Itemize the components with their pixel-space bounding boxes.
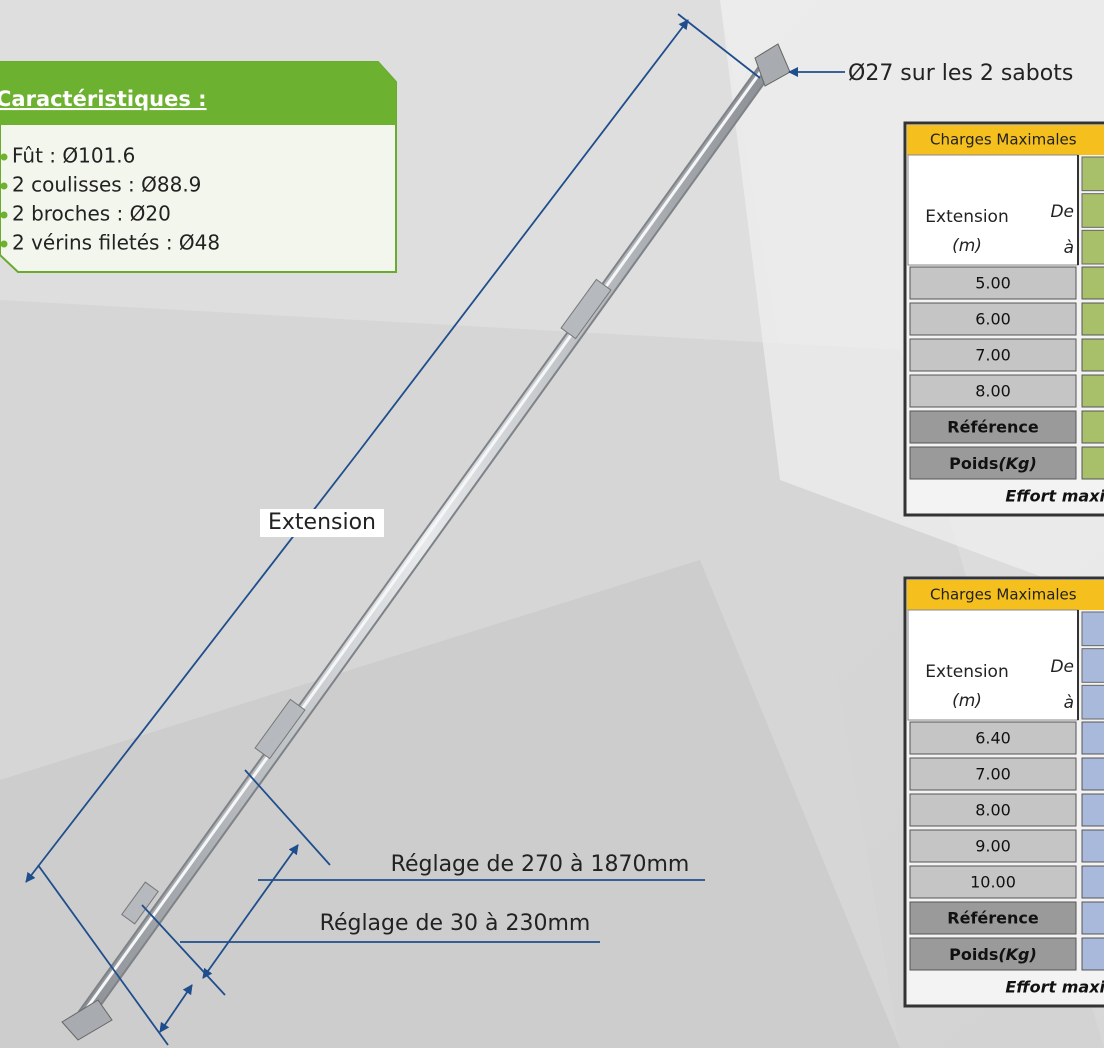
characteristic-item: 2 broches : Ø20: [12, 202, 171, 226]
extension-value: 8.00: [975, 801, 1011, 820]
bullet: [1, 183, 8, 190]
value-cell: [1082, 649, 1104, 683]
extension-label: Extension: [925, 207, 1008, 227]
reference-label: Référence: [947, 909, 1039, 928]
diagram: Extension Réglage de 270 à 1870mm Réglag…: [0, 0, 1104, 1048]
value-cell: [1082, 794, 1104, 826]
value-cell: [1082, 722, 1104, 754]
top-callout: Ø27 sur les 2 sabots: [848, 61, 1073, 86]
from-label: De: [1050, 657, 1074, 677]
to-label: à: [1064, 693, 1074, 713]
characteristics-title: Caractéristiques :: [0, 87, 207, 111]
table-header-text: Charges Maximales: [930, 131, 1077, 149]
extension-value: 9.00: [975, 837, 1011, 856]
value-cell: [1082, 411, 1104, 443]
unit-label: (m): [952, 691, 982, 711]
weight-text: Poids: [949, 945, 998, 964]
value-cell: [1082, 230, 1104, 264]
load-table: Charges Maximales Extension (m) De à 5.00 6.00…: [905, 123, 1104, 515]
page: Extension Réglage de 270 à 1870mm Réglag…: [0, 0, 1104, 1048]
extension-value: 6.00: [975, 310, 1011, 329]
value-cell: [1082, 938, 1104, 970]
weight-label: Poids(Kg): [949, 454, 1037, 473]
value-cell: [1082, 685, 1104, 719]
characteristic-item: 2 vérins filetés : Ø48: [12, 231, 220, 255]
value-cell: [1082, 902, 1104, 934]
characteristic-item: Fût : Ø101.6: [12, 144, 135, 168]
value-cell: [1082, 303, 1104, 335]
characteristic-item: 2 coulisses : Ø88.9: [12, 173, 201, 197]
extension-value: 7.00: [975, 346, 1011, 365]
reference-label: Référence: [947, 418, 1039, 437]
value-cell: [1082, 758, 1104, 790]
footer: Effort maxi: [1005, 978, 1104, 997]
unit-label: (m): [952, 236, 982, 256]
extension-value: 8.00: [975, 382, 1011, 401]
value-cell: [1082, 830, 1104, 862]
bullet: [1, 212, 8, 219]
value-cell: [1082, 866, 1104, 898]
bullet: [1, 154, 8, 161]
value-cell: [1082, 612, 1104, 646]
bullet: [1, 241, 8, 248]
extension-label: Extension: [268, 510, 376, 535]
value-cell: [1082, 339, 1104, 371]
extension-value: 10.00: [970, 873, 1016, 892]
value-cell: [1082, 447, 1104, 479]
weight-unit: (Kg): [998, 454, 1036, 473]
weight-label: Poids(Kg): [949, 945, 1037, 964]
value-cell: [1082, 375, 1104, 407]
value-cell: [1082, 267, 1104, 299]
reglage-long-label: Réglage de 270 à 1870mm: [391, 852, 690, 877]
extension-value: 6.40: [975, 729, 1011, 748]
value-cell: [1082, 194, 1104, 228]
load-table: Charges Maximales Extension (m) De à 6.40 7.00…: [905, 578, 1104, 1006]
footer: Effort maxi: [1005, 487, 1104, 506]
weight-text: Poids: [949, 454, 998, 473]
to-label: à: [1064, 238, 1074, 258]
value-cell: [1082, 157, 1104, 191]
from-label: De: [1050, 202, 1074, 222]
extension-value: 5.00: [975, 274, 1011, 293]
extension-value: 7.00: [975, 765, 1011, 784]
reglage-short-label: Réglage de 30 à 230mm: [320, 911, 591, 936]
table-header-text: Charges Maximales: [930, 586, 1077, 604]
extension-label: Extension: [925, 662, 1008, 682]
weight-unit: (Kg): [998, 945, 1036, 964]
